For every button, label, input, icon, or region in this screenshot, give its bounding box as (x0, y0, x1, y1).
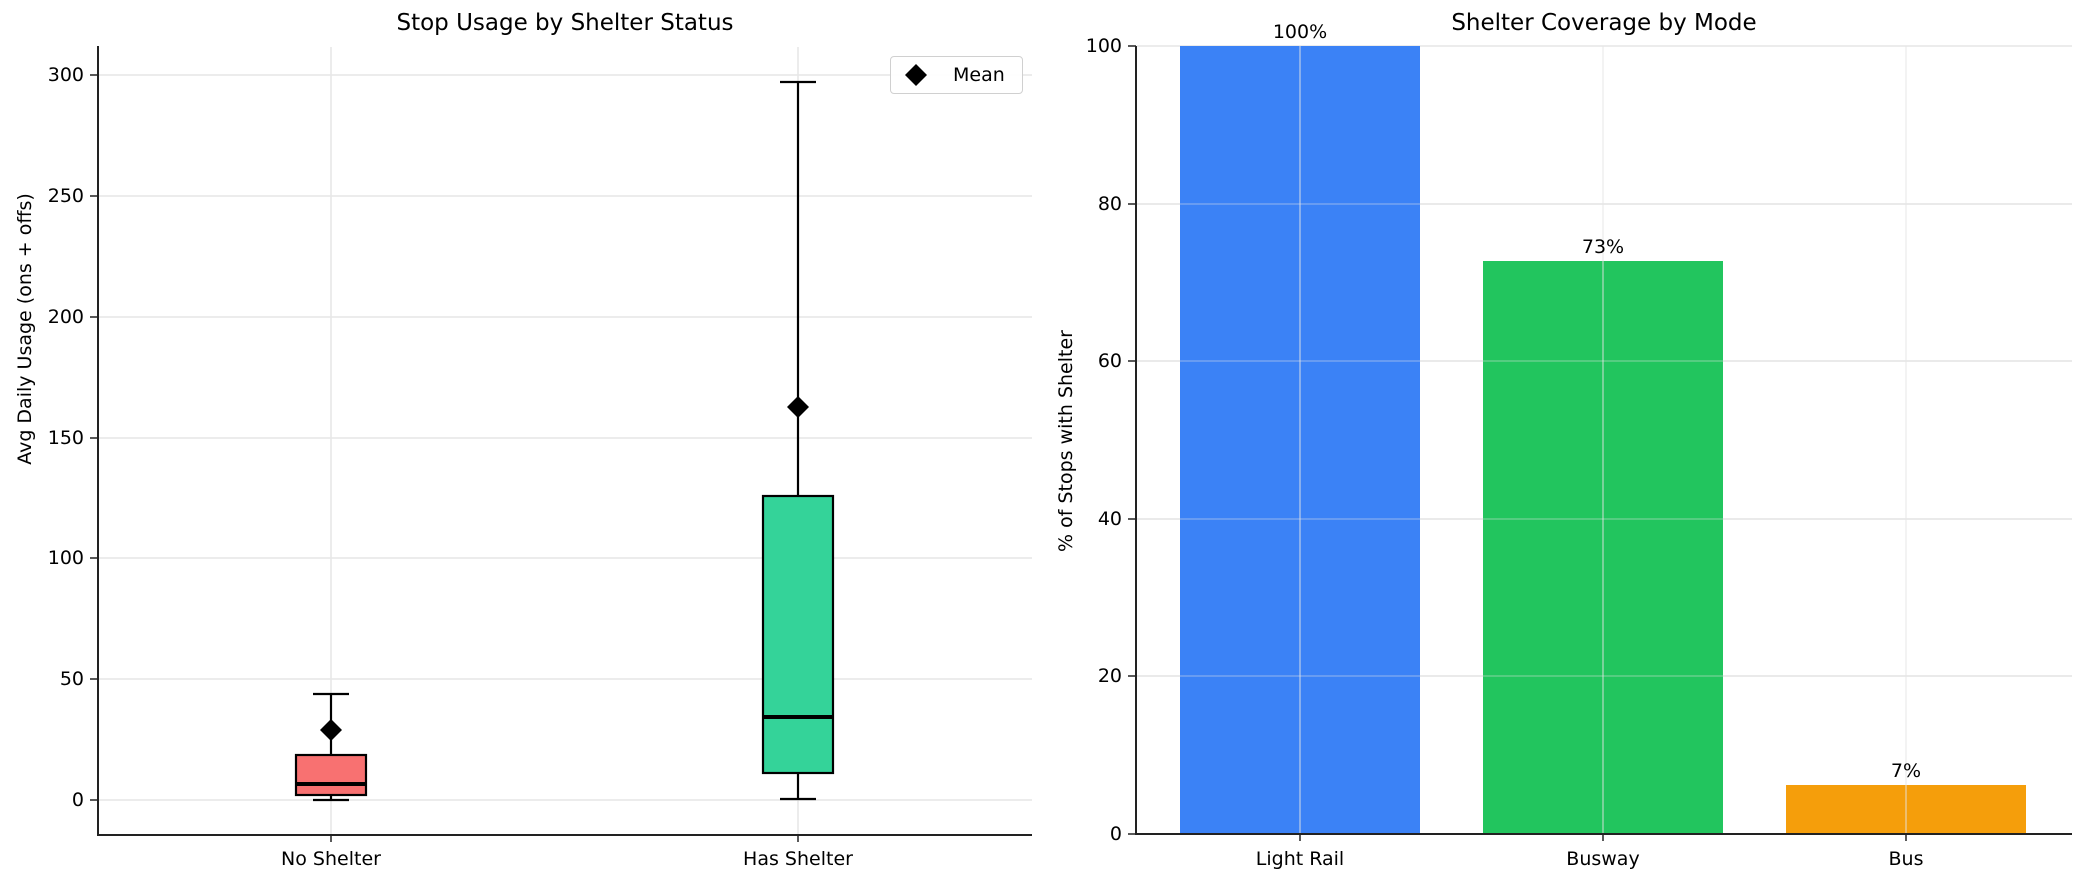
right-chart-title: Shelter Coverage by Mode (1451, 10, 1757, 36)
right-ytick-40: 40 (1097, 508, 1122, 530)
left-ytick-50: 50 (59, 668, 84, 690)
box-has-shelter (761, 80, 835, 801)
bar-label-busway: 73% (1581, 236, 1625, 258)
left-ytick-250: 250 (47, 185, 84, 207)
right-xtick-light-rail: Light Rail (1255, 848, 1345, 870)
right-xtick-bus: Bus (1888, 848, 1924, 870)
right-vertical-gridlines (1299, 46, 1907, 834)
right-ytick-80: 80 (1097, 193, 1122, 215)
left-gridlines (98, 47, 1032, 835)
right-ytick-60: 60 (1097, 350, 1122, 372)
left-ytick-300: 300 (47, 64, 84, 86)
right-xtick-busway: Busway (1566, 848, 1640, 870)
left-xtick-no-shelter: No Shelter (281, 848, 381, 870)
right-y-ticks (1128, 45, 1136, 835)
bar-label-bus: 7% (1890, 760, 1922, 782)
left-ytick-200: 200 (47, 306, 84, 328)
right-x-ticks (1299, 834, 1907, 841)
right-y-axis-label: % of Stops with Shelter (1055, 330, 1077, 552)
left-legend: Mean (890, 56, 1023, 94)
right-ytick-0: 0 (1109, 823, 1122, 845)
left-ytick-0: 0 (71, 789, 84, 811)
diamond-marker-icon (905, 64, 927, 86)
left-y-ticks (90, 74, 98, 801)
right-ytick-20: 20 (1097, 665, 1122, 687)
left-x-ticks (330, 835, 799, 842)
left-axes (97, 46, 1032, 836)
bar-label-light-rail: 100% (1272, 21, 1328, 43)
left-ytick-150: 150 (47, 427, 84, 449)
left-ytick-100: 100 (47, 547, 84, 569)
left-xtick-has-shelter: Has Shelter (743, 848, 853, 870)
left-chart-title: Stop Usage by Shelter Status (396, 10, 734, 36)
right-ytick-100: 100 (1085, 35, 1122, 57)
box-no-shelter (294, 692, 368, 802)
right-horizontal-gridlines-over (1137, 203, 2072, 677)
mean-marker-has-shelter (787, 396, 809, 418)
mean-marker-no-shelter (320, 719, 342, 741)
legend-label-mean: Mean (953, 64, 1005, 86)
